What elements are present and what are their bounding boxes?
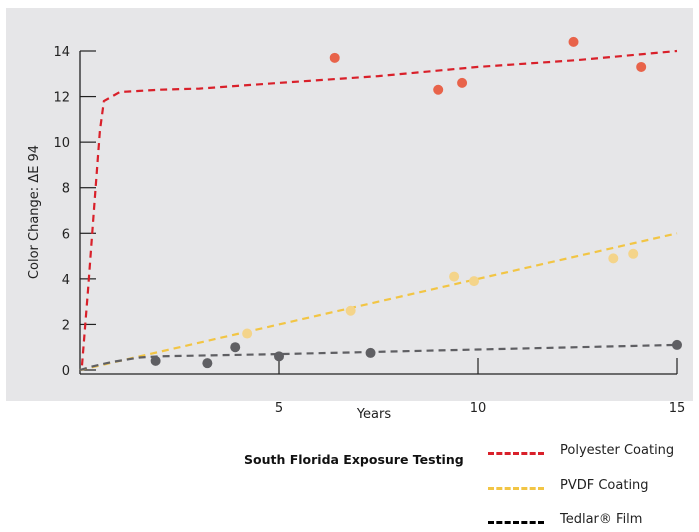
data-point-polyester — [329, 52, 340, 63]
data-point-tedlar — [230, 342, 241, 353]
axes: 0 2 4 6 8 10 12 14 5 10 15 — [53, 45, 685, 416]
trend-lines — [79, 49, 678, 372]
data-point-pvdf — [628, 248, 639, 259]
data-point-tedlar — [274, 351, 284, 362]
y-tick-label: 0 — [62, 364, 70, 379]
y-tick-label: 12 — [53, 91, 70, 106]
data-point-pvdf — [345, 305, 356, 316]
data-point-pvdf — [242, 328, 253, 339]
trend-line-tedlar — [79, 343, 678, 372]
y-tick-label: 4 — [62, 273, 70, 288]
legend-label-pvdf: PVDF Coating — [560, 478, 649, 493]
y-axis-title: Color Change: ΔE 94 — [27, 145, 42, 279]
data-point-polyester — [568, 36, 579, 47]
legend-swatch-polyester — [488, 452, 544, 455]
y-tick-label: 10 — [53, 136, 70, 151]
y-tick-label: 14 — [53, 45, 70, 60]
plot-background — [6, 8, 693, 401]
x-tick-label: 15 — [669, 401, 686, 416]
data-point-polyester — [433, 84, 444, 95]
y-tick-label: 2 — [62, 318, 70, 333]
trend-line-pvdf — [79, 232, 678, 372]
data-point-polyester — [457, 77, 468, 88]
x-axis-title: Years — [356, 407, 392, 422]
legend-swatch-pvdf — [488, 487, 544, 490]
data-point-tedlar — [150, 355, 161, 366]
data-point-polyester — [636, 61, 647, 72]
chart: 0 2 4 6 8 10 12 14 5 10 15 Color Change: ΔE 94 Yea… — [6, 8, 693, 422]
data-point-pvdf — [469, 276, 480, 287]
legend-caption: South Florida Exposure Testing — [244, 452, 464, 467]
legend-label-tedlar: Tedlar® Film — [560, 512, 643, 527]
data-point-pvdf — [608, 253, 619, 264]
data-points — [150, 36, 682, 369]
y-tick-label: 6 — [62, 227, 70, 242]
x-tick-label: 10 — [470, 401, 487, 416]
legend-swatch-tedlar — [488, 521, 544, 524]
data-point-pvdf — [449, 271, 460, 282]
data-point-tedlar — [672, 339, 682, 350]
data-point-tedlar — [365, 347, 376, 358]
trend-line-polyester — [80, 49, 678, 366]
x-tick-label: 5 — [275, 401, 283, 416]
data-point-tedlar — [202, 358, 213, 369]
legend: South Florida Exposure Testing Polyester… — [0, 430, 699, 530]
y-tick-label: 8 — [62, 182, 70, 197]
legend-label-polyester: Polyester Coating — [560, 443, 675, 458]
